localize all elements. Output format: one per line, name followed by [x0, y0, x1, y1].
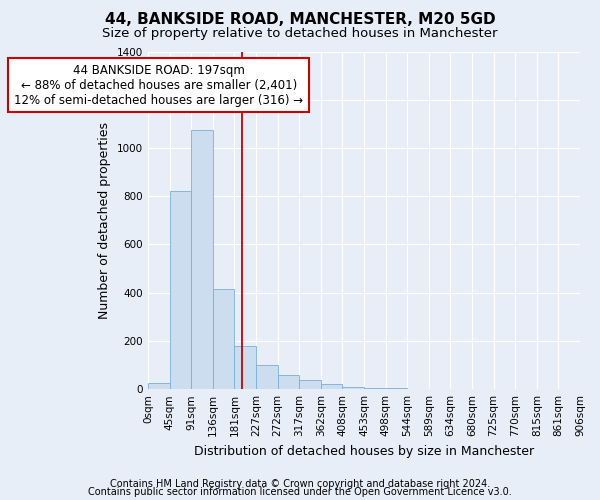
Bar: [191, 130, 213, 389]
Text: Size of property relative to detached houses in Manchester: Size of property relative to detached ho…: [102, 28, 498, 40]
Y-axis label: Number of detached properties: Number of detached properties: [98, 122, 111, 319]
Bar: [213, 289, 235, 389]
Bar: [386, 388, 407, 389]
X-axis label: Distribution of detached houses by size in Manchester: Distribution of detached houses by size …: [194, 444, 534, 458]
Bar: [343, 387, 364, 389]
Bar: [235, 346, 256, 389]
Bar: [299, 380, 321, 389]
Text: 44, BANKSIDE ROAD, MANCHESTER, M20 5GD: 44, BANKSIDE ROAD, MANCHESTER, M20 5GD: [104, 12, 496, 28]
Bar: [364, 388, 386, 389]
Bar: [148, 383, 170, 389]
Text: Contains HM Land Registry data © Crown copyright and database right 2024.: Contains HM Land Registry data © Crown c…: [110, 479, 490, 489]
Text: Contains public sector information licensed under the Open Government Licence v3: Contains public sector information licen…: [88, 487, 512, 497]
Bar: [321, 384, 343, 389]
Bar: [170, 192, 191, 389]
Bar: [278, 374, 299, 389]
Bar: [256, 365, 278, 389]
Text: 44 BANKSIDE ROAD: 197sqm
← 88% of detached houses are smaller (2,401)
12% of sem: 44 BANKSIDE ROAD: 197sqm ← 88% of detach…: [14, 64, 304, 106]
